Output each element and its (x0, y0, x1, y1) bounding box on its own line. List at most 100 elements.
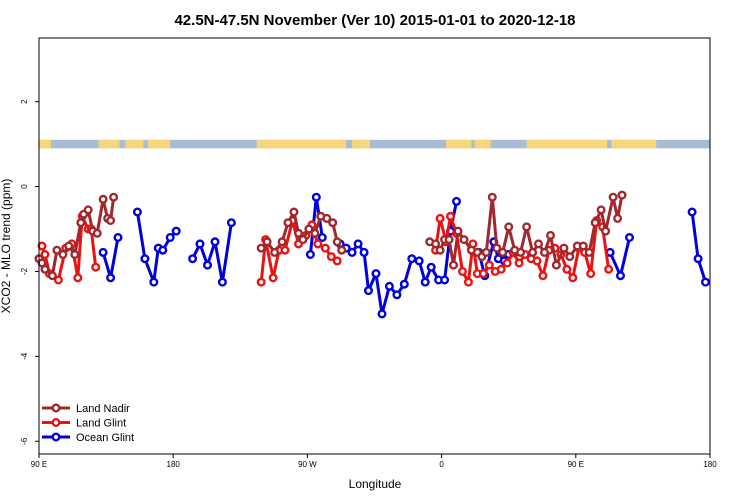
y-tick-label-3: 0 (20, 184, 29, 189)
point-ocean-glint-4-12 (414, 256, 424, 266)
point-land-nadir-2-31 (601, 226, 611, 236)
x-axis: 90 E 180 90 W 0 90 E 180 (31, 454, 717, 469)
series-layer (34, 190, 711, 319)
point-land-nadir-1-13 (332, 237, 342, 247)
surface-band-ocean (39, 139, 710, 149)
legend-label-land-nadir: Land Nadir (76, 403, 130, 415)
point-land-glint-2-30 (604, 264, 614, 274)
point-ocean-glint-2-4 (217, 277, 227, 287)
surface-band-land-0 (39, 139, 51, 149)
point-ocean-glint-4-8 (384, 281, 394, 291)
y-tick-label-4: 2 (20, 99, 29, 104)
legend-marker-land-glint (51, 418, 61, 428)
plot-frame (38, 37, 711, 455)
y-tick-label-1: -4 (20, 352, 29, 360)
point-land-nadir-2-15 (504, 222, 514, 232)
point-ocean-glint-0-0 (98, 247, 108, 257)
point-ocean-glint-6-2 (625, 232, 635, 242)
point-land-glint-2-19 (538, 271, 548, 281)
point-ocean-glint-4-16 (440, 275, 450, 285)
point-land-glint-0-6 (73, 273, 83, 283)
point-land-nadir-2-34 (617, 190, 627, 200)
point-land-nadir-1-12 (328, 218, 338, 228)
point-land-nadir-2-33 (613, 213, 623, 223)
point-ocean-glint-4-10 (399, 279, 409, 289)
point-land-nadir-2-12 (487, 192, 497, 202)
surface-band-land-6 (446, 139, 472, 149)
x-tick-label-0: 90 E (31, 460, 47, 469)
point-land-nadir-0-12 (92, 228, 102, 238)
point-ocean-glint-1-4 (158, 245, 168, 255)
point-ocean-glint-4-2 (347, 247, 357, 257)
point-ocean-glint-2-5 (226, 218, 236, 228)
point-land-nadir-1-7 (298, 235, 308, 245)
point-land-nadir-0-15 (106, 215, 116, 225)
point-land-glint-2-1 (435, 213, 445, 223)
point-land-nadir-2-14 (498, 247, 508, 257)
point-land-glint-2-9 (478, 269, 488, 279)
point-land-nadir-2-30 (596, 205, 606, 215)
point-land-nadir-2-29 (590, 218, 600, 228)
point-land-nadir-0-2 (40, 264, 50, 274)
point-land-glint-1-11 (326, 252, 336, 262)
point-ocean-glint-3-2 (317, 232, 327, 242)
surface-band-land-2 (125, 139, 144, 149)
surface-band-land-5 (352, 139, 371, 149)
point-land-glint-2-6 (463, 277, 473, 287)
y-tick-label-2: -2 (20, 267, 29, 275)
point-land-nadir-2-5 (449, 260, 459, 270)
x-tick-label-3: 0 (439, 460, 444, 469)
point-land-glint-2-27 (586, 269, 596, 279)
point-ocean-glint-4-5 (364, 286, 374, 296)
point-ocean-glint-6-1 (616, 271, 626, 281)
x-tick-label-5: 180 (703, 460, 717, 469)
point-land-nadir-1-9 (310, 228, 320, 238)
point-land-nadir-0-5 (58, 249, 68, 259)
y-tick-label-0: -6 (20, 437, 29, 445)
x-tick-label-2: 90 W (298, 460, 317, 469)
x-tick-label-1: 180 (167, 460, 181, 469)
point-land-glint-1-4 (280, 245, 290, 255)
point-land-nadir-1-2 (270, 247, 280, 257)
point-land-glint-2-24 (568, 273, 578, 283)
point-land-glint-2-23 (562, 264, 572, 274)
point-ocean-glint-7-1 (693, 254, 703, 264)
point-ocean-glint-7-2 (701, 277, 711, 287)
point-land-nadir-1-0 (256, 243, 266, 253)
point-ocean-glint-4-9 (392, 290, 402, 300)
point-land-nadir-2-21 (540, 247, 550, 257)
point-land-glint-1-2 (268, 273, 278, 283)
point-land-glint-1-9 (313, 239, 323, 249)
point-land-glint-2-13 (502, 258, 512, 268)
point-ocean-glint-3-1 (311, 192, 321, 202)
point-land-glint-0-10 (91, 262, 101, 272)
point-ocean-glint-3-0 (305, 249, 315, 259)
y-axis-label: XCO2 - MLO trend (ppm) (0, 179, 13, 314)
point-land-nadir-2-23 (551, 260, 561, 270)
point-ocean-glint-4-11 (407, 254, 417, 264)
point-land-nadir-0-4 (52, 245, 62, 255)
point-land-glint-0-3 (53, 275, 63, 285)
point-ocean-glint-7-0 (687, 207, 697, 217)
point-ocean-glint-2-2 (202, 260, 212, 270)
point-land-nadir-2-24 (559, 243, 569, 253)
chart-title: 42.5N-47.5N November (Ver 10) 2015-01-01… (174, 12, 575, 29)
point-land-nadir-2-25 (565, 252, 575, 262)
point-ocean-glint-4-7 (377, 309, 387, 319)
point-land-nadir-2-13 (492, 243, 502, 253)
legend-label-land-glint: Land Glint (76, 418, 126, 430)
surface-band-land-9 (611, 139, 657, 149)
surface-band-land-7 (474, 139, 491, 149)
legend: Land Nadir Land Glint Ocean Glint (42, 403, 134, 444)
point-land-glint-1-10 (320, 243, 330, 253)
point-land-nadir-1-6 (294, 228, 304, 238)
point-land-glint-2-3 (446, 211, 456, 221)
series-land-nadir (34, 190, 627, 281)
point-ocean-glint-1-5 (165, 232, 175, 242)
point-ocean-glint-4-6 (371, 269, 381, 279)
legend-marker-land-nadir (51, 403, 61, 413)
surface-band (39, 139, 710, 149)
point-ocean-glint-4-18 (452, 196, 462, 206)
